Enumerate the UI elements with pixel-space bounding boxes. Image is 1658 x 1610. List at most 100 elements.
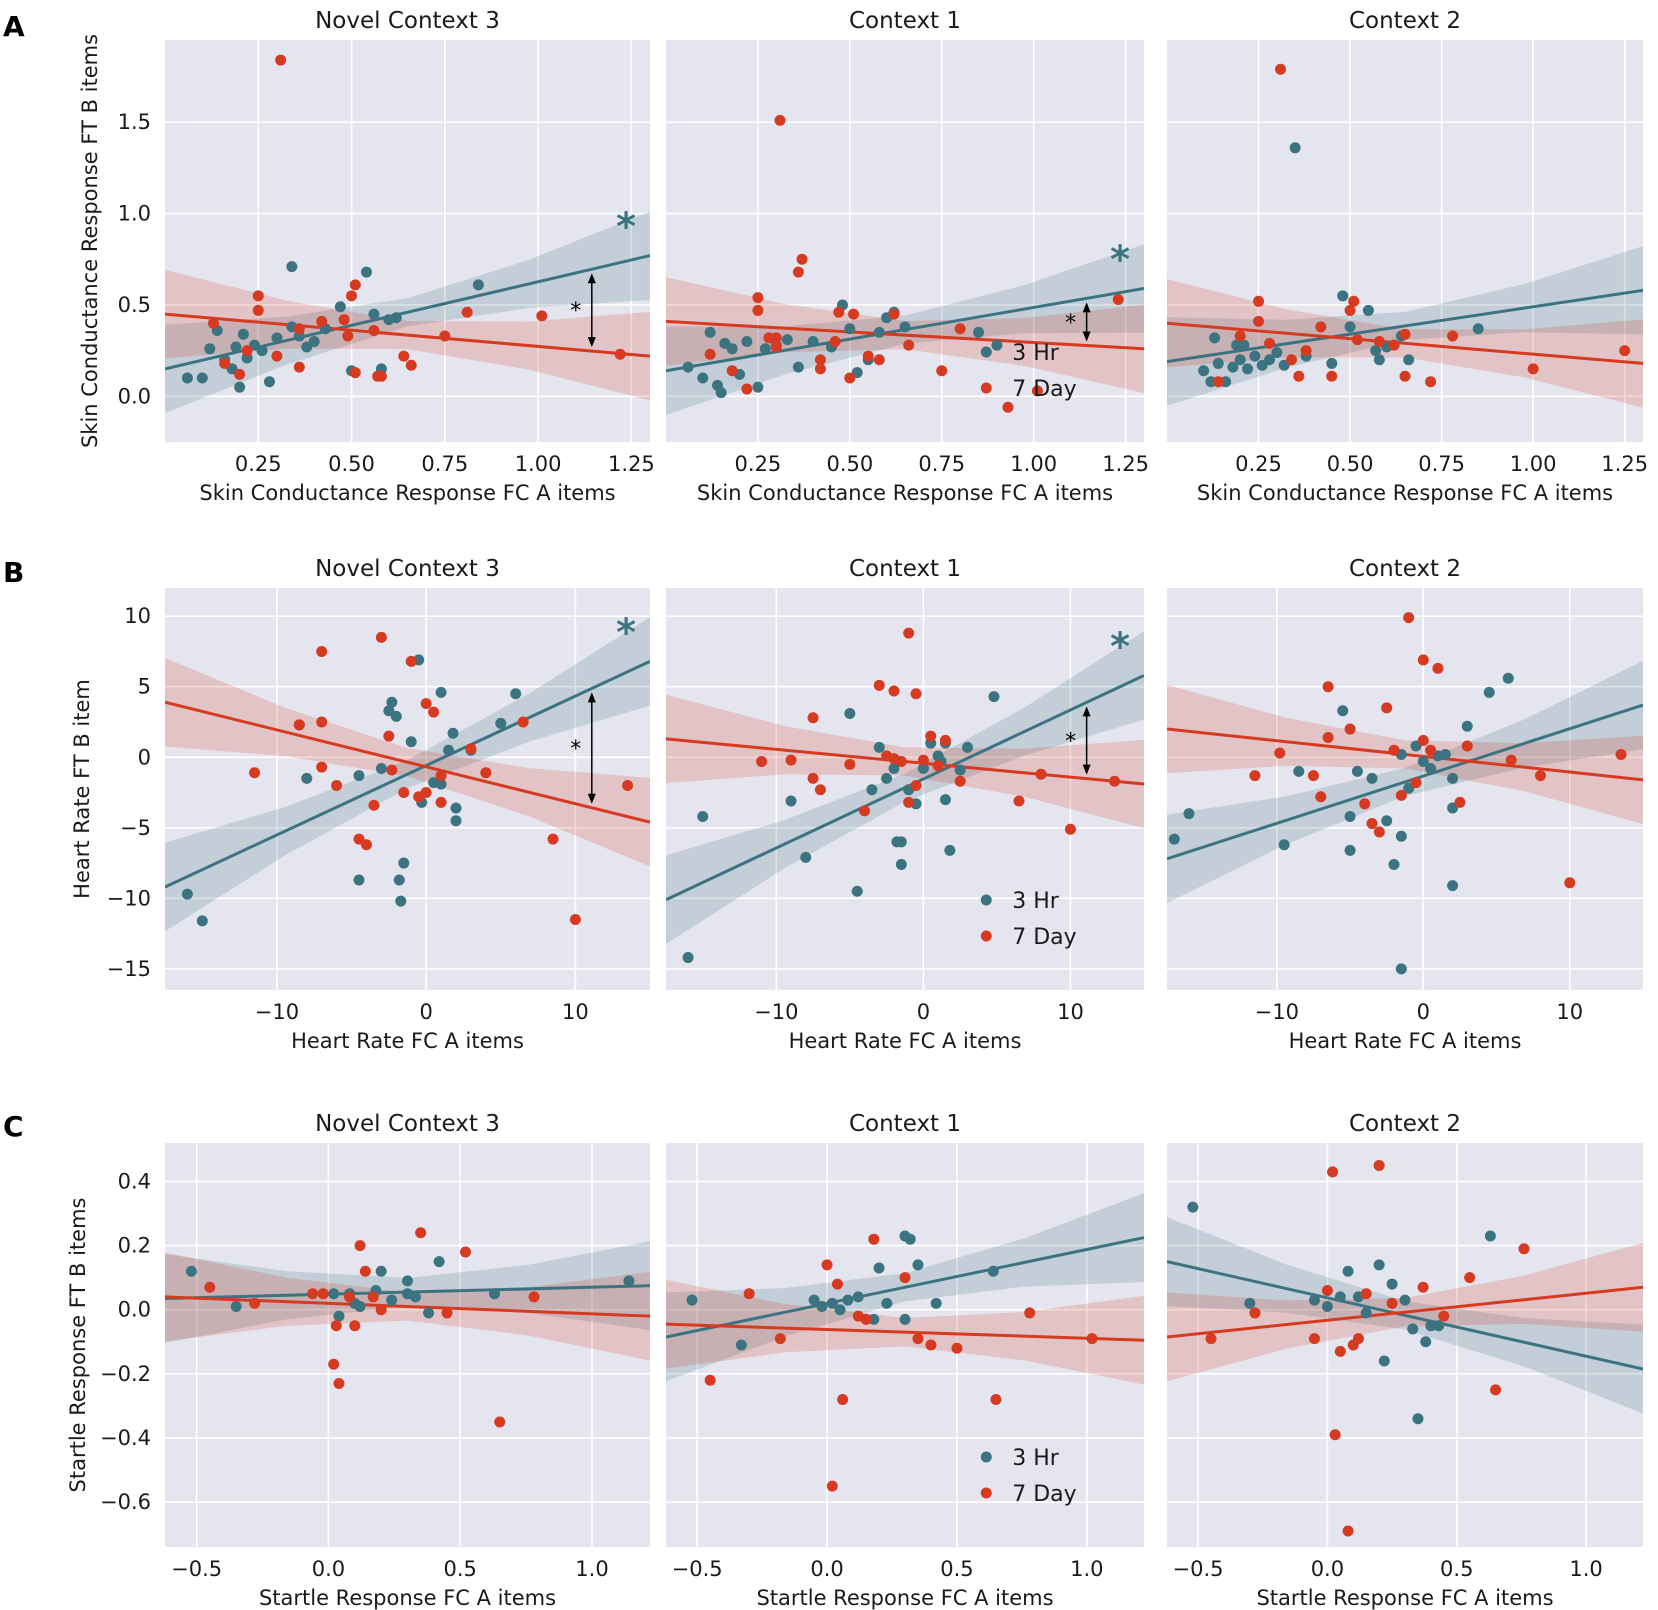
arrow-head-up (587, 273, 596, 284)
data-point (252, 290, 264, 302)
data-point (443, 744, 455, 756)
data-point (330, 1320, 342, 1332)
data-point (1249, 350, 1261, 362)
data-point (954, 764, 966, 776)
y-axis-label: Skin Conductance Response FT B items (78, 34, 102, 448)
data-point (409, 1291, 421, 1303)
data-point (1433, 1320, 1445, 1332)
data-point (375, 631, 387, 643)
legend-label: 7 Day (1012, 377, 1076, 402)
data-point (1420, 1336, 1432, 1348)
data-point (398, 857, 410, 869)
data-point (917, 763, 929, 775)
data-point (249, 1297, 261, 1309)
data-point (1264, 354, 1276, 366)
data-point (1227, 361, 1239, 373)
data-point (1399, 1294, 1411, 1306)
data-point (1342, 1525, 1354, 1537)
data-point (939, 794, 951, 806)
y-tick-label: 0 (138, 745, 151, 769)
legend: 3 Hr 7 Day (980, 1446, 1077, 1507)
data-point (331, 779, 343, 791)
data-point (328, 1358, 340, 1370)
data-point (1399, 370, 1411, 382)
data-point (1321, 1284, 1333, 1296)
arrow-head-up (587, 692, 596, 703)
data-point (317, 1288, 329, 1300)
data-point (237, 328, 249, 340)
data-point (1326, 370, 1338, 382)
data-point (860, 1313, 872, 1325)
x-tick-label: 0.0 (1311, 1557, 1344, 1581)
data-point (307, 1288, 319, 1300)
y-tick-label: −10 (107, 886, 151, 910)
data-point (848, 308, 860, 320)
data-point (715, 387, 727, 399)
x-tick-label: 0.75 (1418, 452, 1465, 476)
difference-star: * (1065, 730, 1076, 755)
data-point (881, 772, 893, 784)
legend-label: 3 Hr (1012, 341, 1060, 366)
data-point (219, 357, 231, 369)
data-point (390, 312, 402, 324)
x-tick-label: 0.0 (810, 1557, 843, 1581)
legend-marker (980, 930, 992, 942)
x-axis-label: Heart Rate FC A items (291, 1029, 524, 1053)
data-point (704, 1374, 716, 1386)
row-label-c: C (3, 1110, 24, 1143)
data-point (973, 326, 985, 338)
panel-b-2: Context 1 −10 0 10 Heart Rate FC A items * * 3 … (666, 556, 1144, 1053)
data-point (1417, 654, 1429, 666)
data-point (1238, 339, 1250, 351)
data-point (510, 688, 522, 700)
plot-area (165, 1143, 650, 1547)
data-point (881, 1297, 893, 1309)
data-point (398, 350, 410, 362)
data-point (316, 761, 328, 773)
data-point (1112, 293, 1124, 305)
data-point (334, 301, 346, 313)
data-point (903, 627, 915, 639)
data-point (1300, 345, 1312, 357)
data-point (1461, 740, 1473, 752)
data-point (752, 381, 764, 393)
data-point (1381, 815, 1393, 827)
y-tick-label: 0.2 (118, 1234, 151, 1258)
x-tick-label: 0.75 (421, 452, 468, 476)
data-point (1619, 345, 1631, 357)
regression-line (165, 312, 650, 358)
data-point (1307, 770, 1319, 782)
data-point (1483, 686, 1495, 698)
panel-title: Novel Context 3 (315, 8, 500, 34)
data-point (752, 304, 764, 316)
data-point (354, 1301, 366, 1313)
data-point (614, 348, 626, 360)
data-point (932, 760, 944, 772)
difference-star: * (570, 299, 581, 324)
data-point (1395, 963, 1407, 975)
data-point (1534, 770, 1546, 782)
data-point (1447, 880, 1459, 892)
data-point (873, 741, 885, 753)
data-point (682, 361, 694, 373)
data-point (1366, 772, 1378, 784)
data-point (1464, 1272, 1476, 1284)
data-point (735, 1339, 747, 1351)
data-point (367, 1291, 379, 1303)
data-point (1322, 732, 1334, 744)
x-tick-label: 1.25 (1102, 452, 1149, 476)
data-point (785, 795, 797, 807)
data-point (472, 279, 484, 291)
x-axis-label: Skin Conductance Response FC A items (199, 481, 615, 505)
regression-line (666, 319, 1144, 351)
data-point (1388, 339, 1400, 351)
data-point (774, 1333, 786, 1345)
x-tick-label: 1.25 (608, 452, 655, 476)
data-point (1417, 755, 1429, 767)
data-point (814, 784, 826, 796)
arrow-head-down (1082, 764, 1091, 775)
data-point (910, 779, 922, 791)
data-point (686, 1294, 698, 1306)
data-point (899, 1272, 911, 1284)
data-point (697, 811, 709, 823)
